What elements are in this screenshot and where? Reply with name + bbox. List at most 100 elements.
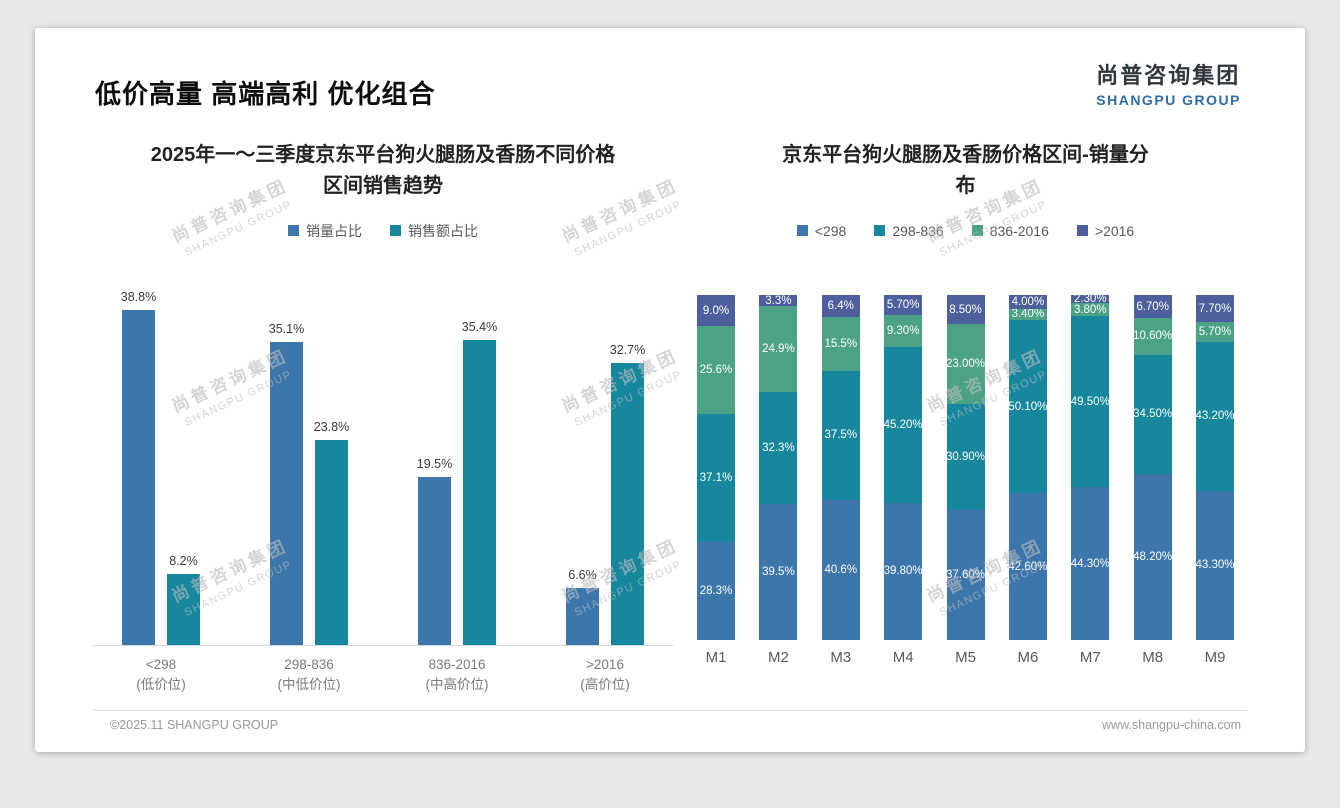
legend-label: <298 <box>814 222 847 239</box>
segment-value-label: 6.4% <box>827 299 854 312</box>
category-range-label: 836-2016 <box>428 657 486 672</box>
x-axis-label: M7 <box>1079 649 1101 666</box>
category-range-label: 298-836 <box>284 657 334 672</box>
legend-swatch-icon <box>971 225 983 236</box>
bar-segment: 9.0% <box>697 295 735 327</box>
bar-segment: 49.50% <box>1070 316 1110 488</box>
legend-swatch-icon <box>1076 225 1088 236</box>
right-chart-plot-area: 28.3% 37.1% 25.6% 9.0% 39.5% 32.3% 24.9% 3.3% 40… <box>683 293 1248 640</box>
bar-value-label: 19.5% <box>416 456 453 471</box>
bar-segment: 2.30% <box>1071 293 1110 306</box>
bar-segment: 24.9% <box>759 306 798 393</box>
bar-segment: 42.60% <box>1008 493 1047 640</box>
segment-value-label: 39.5% <box>762 565 795 578</box>
legend-swatch-icon <box>288 225 299 236</box>
left-chart-plot-area: 38.8% 8.2% 35.1% 23.8% 19.5% 35.4% 6.6% 32.7% <box>93 290 673 646</box>
company-logo: 尚普咨询集团 SHANGPU GROUP <box>1096 58 1241 108</box>
legend-label: 销量占比 <box>306 222 362 239</box>
bar-segment: 7.70% <box>1196 295 1234 322</box>
bar-segment: 30.90% <box>945 403 986 511</box>
stacked-bar: 28.3% 37.1% 25.6% 9.0% <box>697 295 735 640</box>
bar: 8.2% <box>167 554 200 645</box>
segment-value-label: 34.50% <box>1133 408 1173 421</box>
bar-segment: 34.50% <box>1133 354 1173 474</box>
bar-segment: 6.4% <box>821 294 860 318</box>
bar-value-label: 32.7% <box>609 343 646 357</box>
footer-website-link[interactable]: www.shangpu-china.com <box>1102 718 1241 732</box>
category-tier-label: (低价位) <box>136 677 186 693</box>
x-axis-label: M4 <box>892 649 914 666</box>
x-axis-label: 836-2016 (中高价位) <box>417 655 497 696</box>
bar: 35.4% <box>462 320 497 645</box>
bar: 19.5% <box>417 457 452 645</box>
legend-label: >2016 <box>1094 222 1135 239</box>
segment-value-label: 2.30% <box>1073 293 1107 306</box>
segment-value-label: 32.3% <box>762 442 795 454</box>
segment-value-label: 37.1% <box>699 472 733 485</box>
segment-value-label: 8.50% <box>949 303 982 316</box>
segment-value-label: 30.90% <box>945 451 986 464</box>
stacked-bar: 37.60% 30.90% 23.00% 8.50% <box>945 295 986 640</box>
legend-item: 836-2016 <box>971 222 1049 239</box>
left-chart-title: 2025年一～三季度京东平台狗火腿肠及香肠不同价格区间销售趋势 <box>150 144 616 197</box>
segment-value-label: 5.70% <box>1198 325 1232 338</box>
legend-item: 298-836 <box>874 223 944 239</box>
segment-value-label: 43.20% <box>1195 410 1235 423</box>
category-tier-label: (中低价位) <box>277 677 341 693</box>
bar-value-label: 6.6% <box>568 568 597 583</box>
logo-text-en: SHANGPU GROUP <box>1096 92 1241 108</box>
segment-value-label: 24.9% <box>762 343 795 356</box>
footer-copyright: ©2025.11 SHANGPU GROUP <box>110 718 279 732</box>
legend-swatch-icon <box>390 225 401 236</box>
segment-value-label: 15.5% <box>824 337 858 350</box>
category-tier-label: (中高价位) <box>425 677 489 693</box>
x-axis-label: M8 <box>1142 649 1164 666</box>
bar-segment: 8.50% <box>946 295 985 325</box>
bar-value-label: 23.8% <box>313 419 350 434</box>
bar-segment: 43.30% <box>1195 490 1235 640</box>
bar-segment: 25.6% <box>697 326 735 415</box>
bar-segment: 37.60% <box>945 510 986 640</box>
bar-segment: 50.10% <box>1008 320 1048 493</box>
segment-value-label: 25.6% <box>699 364 733 377</box>
stacked-bar-chart-section: 京东平台狗火腿肠及香肠价格区间-销量分布 <298 298-836 836-2016… <box>683 140 1248 666</box>
segment-value-label: 37.60% <box>945 569 986 582</box>
bar-segment: 4.00% <box>1008 294 1047 309</box>
bar-segment: 28.3% <box>697 542 735 640</box>
bar-value-label: 35.4% <box>461 319 498 334</box>
bar-segment: 39.5% <box>759 503 798 640</box>
segment-value-label: 45.20% <box>883 418 923 431</box>
legend-item: 销量占比 <box>288 221 362 241</box>
bar: 32.7% <box>610 343 645 645</box>
stacked-bar: 39.80% 45.20% 9.30% 5.70% <box>883 295 923 640</box>
x-axis-label: M9 <box>1204 649 1226 666</box>
bar: 38.8% <box>121 290 156 645</box>
bar-segment: 32.3% <box>759 392 798 504</box>
segment-value-label: 28.3% <box>699 585 733 598</box>
bar-segment: 15.5% <box>821 317 860 371</box>
segment-value-label: 44.30% <box>1070 557 1110 570</box>
segment-value-label: 3.40% <box>1011 308 1045 321</box>
bar-group: 38.8% 8.2% <box>121 290 201 645</box>
segment-value-label: 40.6% <box>824 563 858 576</box>
footer-divider <box>93 710 1247 711</box>
bar-segment: 3.80% <box>1071 303 1110 317</box>
legend-item: <298 <box>796 222 847 239</box>
category-tier-label: (高价位) <box>580 677 630 693</box>
logo-text-cn: 尚普咨询集团 <box>1096 63 1241 88</box>
grouped-bar-chart-section: 2025年一～三季度京东平台狗火腿肠及香肠不同价格区间销售趋势 销量占比 销售额占… <box>93 140 673 696</box>
segment-value-label: 5.70% <box>886 298 920 311</box>
legend-item: >2016 <box>1076 222 1135 239</box>
segment-value-label: 48.20% <box>1133 550 1173 563</box>
right-chart-x-axis: M1 M2 M3 M4 M5 M6 M7 M8 M9 <box>683 649 1248 666</box>
x-axis-label: M1 <box>705 649 727 666</box>
x-axis-label: M3 <box>830 649 852 666</box>
legend-swatch-icon <box>874 225 886 236</box>
legend-swatch-icon <box>796 225 808 236</box>
bar-segment: 45.20% <box>883 346 923 503</box>
segment-value-label: 3.80% <box>1073 303 1107 316</box>
legend-label: 销售额占比 <box>408 222 478 239</box>
legend-label: 836-2016 <box>989 222 1049 239</box>
segment-value-label: 49.50% <box>1070 395 1110 408</box>
segment-value-label: 50.10% <box>1008 400 1048 413</box>
